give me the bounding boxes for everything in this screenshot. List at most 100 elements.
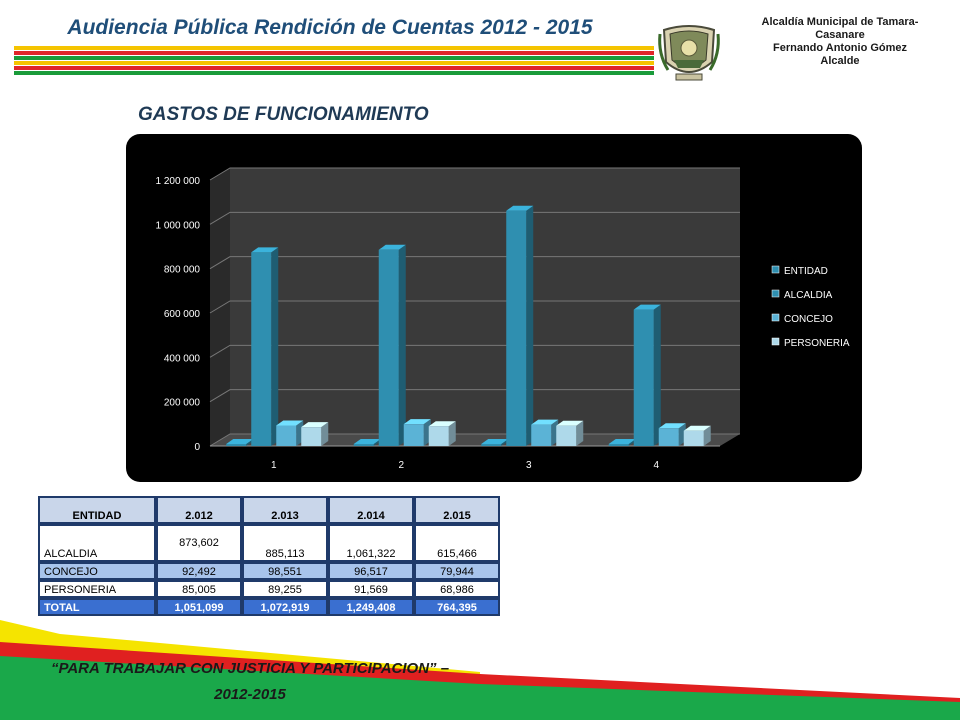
table-cell: 1,249,408	[328, 598, 414, 616]
bar	[683, 430, 704, 446]
table-row: ALCALDIA 873,602 885,113 1,061,322 615,4…	[38, 524, 500, 562]
table-cell: 1,051,099	[156, 598, 242, 616]
legend-swatch	[771, 265, 780, 274]
legend-swatch	[771, 313, 780, 322]
bar-top	[633, 304, 661, 310]
y-tick-label: 600 000	[164, 309, 201, 320]
bar-top	[226, 439, 254, 444]
gridline	[209, 167, 740, 181]
chart-floor	[210, 434, 740, 446]
y-tick-label: 400 000	[164, 353, 201, 364]
bar-side	[398, 244, 406, 446]
table-cell: 1,061,322	[328, 524, 414, 562]
x-tick-label: 3	[526, 460, 532, 471]
stripe-red-1	[14, 51, 654, 55]
bar-top	[276, 420, 304, 426]
gridline	[209, 344, 740, 358]
bar-top	[481, 439, 509, 444]
bar	[531, 424, 552, 446]
table-header-cell: 2.013	[242, 496, 328, 524]
bar	[556, 425, 577, 446]
bar-side	[653, 304, 661, 446]
y-tick-label: 1 000 000	[156, 220, 201, 231]
bar-top	[556, 420, 584, 426]
table-cell: 764,395	[414, 598, 500, 616]
bar-top	[353, 439, 381, 444]
bar-top	[428, 421, 456, 427]
table-total-row: TOTAL 1,051,099 1,072,919 1,249,408 764,…	[38, 598, 500, 616]
bar-top	[683, 425, 711, 431]
y-tick-label: 800 000	[164, 265, 201, 276]
presentation-title: Audiencia Pública Rendición de Cuentas 2…	[67, 16, 593, 39]
table-header-cell: ENTIDAD	[38, 496, 156, 524]
footer-slogan-line-2: 2012-2015	[214, 686, 286, 703]
table-cell: 615,466	[414, 524, 500, 562]
office-line-1: Alcaldía Municipal de Tamara-	[761, 16, 919, 28]
table-cell: 91,569	[328, 580, 414, 598]
x-tick-label: 2	[398, 460, 404, 471]
bar-top	[531, 419, 559, 425]
bar	[506, 210, 527, 446]
stripe-yellow-1	[14, 46, 654, 50]
footer-color-band	[0, 620, 960, 720]
gridline	[209, 211, 740, 225]
table-header-cell: 2.014	[328, 496, 414, 524]
legend-label: ENTIDAD	[784, 266, 828, 277]
bar	[353, 444, 374, 446]
legend-label: ALCALDIA	[784, 290, 833, 301]
table-header-cell: 2.015	[414, 496, 500, 524]
gridline	[209, 389, 740, 403]
table-row: PERSONERIA 85,005 89,255 91,569 68,986	[38, 580, 500, 598]
x-tick-label: 4	[653, 460, 659, 471]
table-header-row: ENTIDAD 2.012 2.013 2.014 2.015	[38, 496, 500, 524]
bar	[301, 427, 322, 446]
bar	[428, 426, 449, 446]
office-line-4: Alcalde	[820, 55, 860, 67]
y-tick-label: 1 200 000	[156, 176, 201, 187]
expenses-table: ENTIDAD 2.012 2.013 2.014 2.015 ALCALDIA…	[38, 496, 500, 616]
bar-chart: 0 200 000 400 000 600 000 800 000 1 000 000 1 …	[156, 167, 850, 471]
bar-top	[378, 244, 406, 250]
table-header-cell: 2.012	[156, 496, 242, 524]
stripe-red-2	[14, 66, 654, 70]
office-info: Alcaldía Municipal de Tamara- Casanare F…	[728, 16, 952, 68]
bar-top	[658, 423, 686, 429]
bar	[481, 444, 502, 446]
bar-top	[403, 419, 431, 425]
stripe-yellow-2	[14, 61, 654, 65]
bar	[658, 428, 679, 446]
table-cell: 79,944	[414, 562, 500, 580]
table-cell: 96,517	[328, 562, 414, 580]
bar	[276, 425, 297, 446]
table-cell: 89,255	[242, 580, 328, 598]
table-cell: 98,551	[242, 562, 328, 580]
table-cell: 885,113	[242, 524, 328, 562]
bar-top	[251, 247, 279, 253]
footer-slogan: “PARA TRABAJAR CON JUSTICIA Y PARTICIPAC…	[0, 656, 500, 708]
x-tick-label: 1	[271, 460, 277, 471]
legend-swatch	[771, 337, 780, 346]
bar-side	[271, 247, 279, 446]
stripe-green-1	[14, 56, 654, 60]
bar-top	[301, 422, 329, 428]
header-stripes	[14, 46, 654, 75]
stripe-green-2	[14, 71, 654, 75]
y-tick-label: 200 000	[164, 398, 201, 409]
bar-side	[703, 425, 711, 446]
gridline	[209, 300, 740, 314]
legend-label: CONCEJO	[784, 314, 833, 325]
footer-slogan-line-1: “PARA TRABAJAR CON JUSTICIA Y PARTICIPAC…	[50, 660, 450, 677]
bar	[403, 424, 424, 446]
table-cell: 873,602	[156, 524, 242, 562]
y-tick-label: 0	[194, 442, 200, 453]
bar	[226, 444, 247, 446]
gridline	[209, 256, 740, 270]
municipal-coat-of-arms-logo	[658, 25, 720, 81]
row-label: TOTAL	[38, 598, 156, 616]
bar-top	[608, 439, 636, 444]
table-cell: 85,005	[156, 580, 242, 598]
bar-side	[576, 420, 584, 446]
table-cell: 68,986	[414, 580, 500, 598]
office-line-3: Fernando Antonio Gómez	[772, 42, 908, 54]
bar-side	[526, 205, 534, 446]
